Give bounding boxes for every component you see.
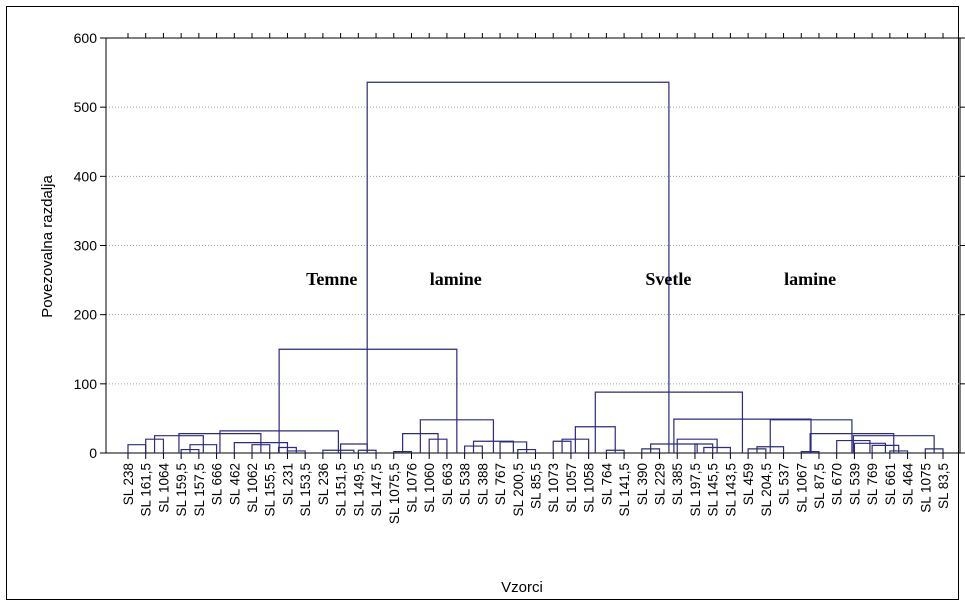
leaf-label: SL 229	[653, 463, 668, 505]
leaf-label: SL 769	[865, 463, 880, 505]
leaf-label: SL 157,5	[192, 463, 207, 517]
leaf-label: SL 767	[493, 463, 508, 505]
y-tick-label: 100	[74, 376, 98, 392]
dendrogram-link	[694, 443, 714, 453]
leaf-label: SL 83,5	[936, 463, 951, 509]
leaf-label: SL 197,5	[688, 463, 703, 517]
cluster-annotation: Temne	[306, 269, 357, 289]
leaf-label: SL 151,5	[334, 463, 349, 517]
leaf-label: SL 1076	[404, 463, 419, 513]
leaf-label: SL 1067	[794, 463, 809, 513]
cluster-annotation: lamine	[430, 269, 482, 289]
leaf-label: SL 462	[227, 463, 242, 505]
leaf-label: SL 670	[830, 463, 845, 505]
leaf-label: SL 764	[599, 463, 614, 506]
y-tick-label: 500	[74, 99, 98, 115]
y-tick-label: 600	[74, 30, 98, 46]
leaf-label: SL 153,5	[298, 463, 313, 517]
leaf-label: SL 145,5	[706, 463, 721, 517]
leaf-label: SL 1075,5	[387, 463, 402, 524]
leaf-label: SL 390	[635, 463, 650, 505]
leaf-label: SL 155,5	[263, 463, 278, 517]
leaf-label: SL 143,5	[723, 463, 738, 517]
leaf-label: SL 385	[670, 463, 685, 505]
leaf-label: SL 85,5	[529, 463, 544, 509]
leaf-label: SL 161,5	[139, 463, 154, 517]
leaf-label: SL 159,5	[174, 463, 189, 517]
leaf-label: SL 538	[458, 463, 473, 505]
leaf-label: SL 1075	[918, 463, 933, 513]
y-tick-label: 400	[74, 168, 98, 184]
leaf-label: SL 147,5	[369, 463, 384, 517]
leaf-label: SL 149,5	[351, 463, 366, 517]
leaf-label: SL 464	[901, 463, 916, 506]
leaf-label: SL 1057	[564, 463, 579, 513]
leaf-label: SL 1064	[156, 463, 171, 513]
dendrogram-link	[278, 348, 458, 453]
leaf-label: SL 1062	[245, 463, 260, 513]
leaf-label: SL 141,5	[617, 463, 632, 517]
leaf-label: SL 388	[475, 463, 490, 505]
leaf-label: SL 663	[440, 463, 455, 505]
cluster-annotation: lamine	[784, 269, 836, 289]
leaf-label: SL 459	[741, 463, 756, 505]
leaf-label: SL 87,5	[812, 463, 827, 509]
leaf-label: SL 1060	[422, 463, 437, 513]
dendrogram-link	[676, 438, 718, 453]
leaf-label: SL 539	[847, 463, 862, 505]
leaf-label: SL 537	[777, 463, 792, 505]
y-tick-label: 0	[89, 445, 97, 461]
x-axis-title: Vzorci	[501, 579, 543, 596]
leaf-label: SL 661	[883, 463, 898, 505]
y-axis-title: Povezovalna razdalja	[39, 175, 56, 318]
dendrogram-link	[366, 81, 670, 453]
leaf-label: SL 238	[121, 463, 136, 505]
y-tick-label: 300	[74, 238, 98, 254]
leaf-label: SL 204,5	[759, 463, 774, 517]
leaf-label: SL 200,5	[511, 463, 526, 517]
leaf-label: SL 1058	[582, 463, 597, 513]
leaf-label: SL 666	[210, 463, 225, 505]
cluster-annotation: Svetle	[645, 269, 691, 289]
dendrogram-link	[127, 444, 147, 453]
leaf-label: SL 231	[280, 463, 295, 505]
leaf-label: SL 236	[316, 463, 331, 505]
leaf-label: SL 1073	[546, 463, 561, 513]
y-tick-label: 200	[74, 307, 98, 323]
